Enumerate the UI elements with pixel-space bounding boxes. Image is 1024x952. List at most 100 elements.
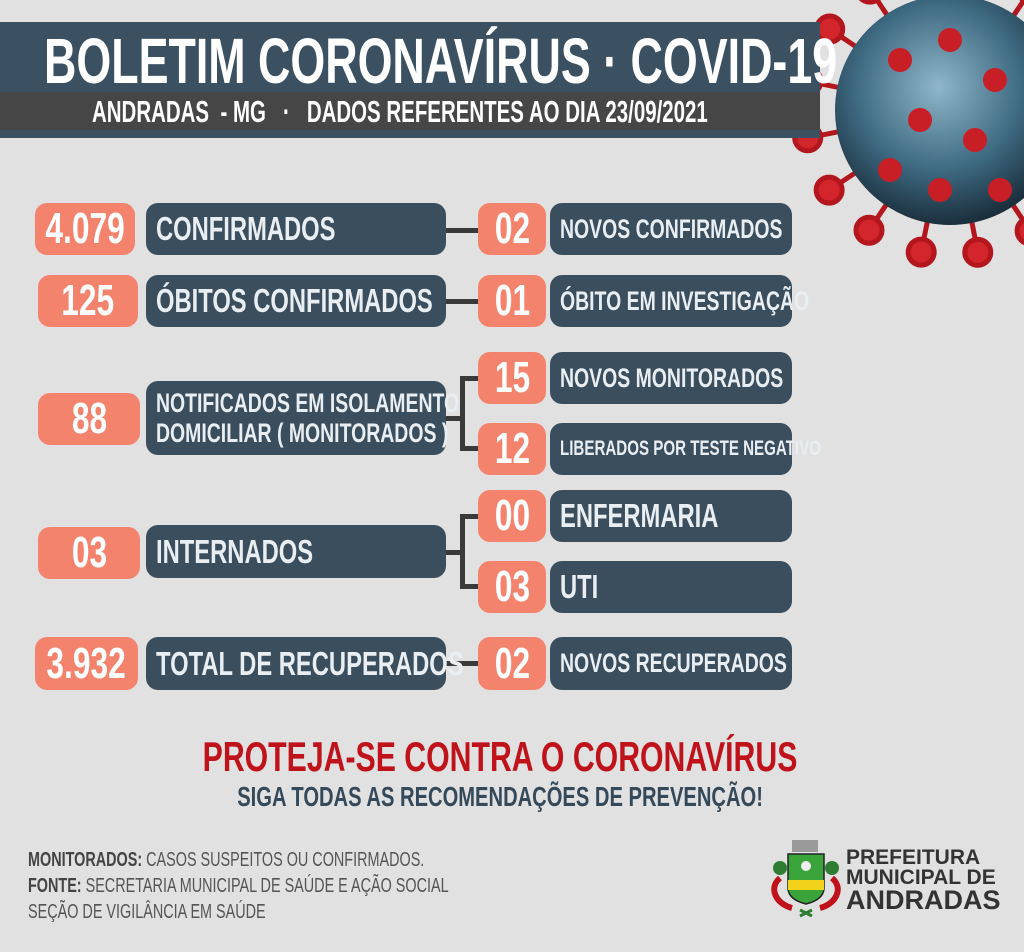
value: 125 [61,276,115,325]
value: 00 [494,491,530,540]
virus-surface-spike [963,128,987,152]
monitored-total: 88 [38,393,140,445]
footer-secao: SEÇÃO DE VIGILÂNCIA EM SAÚDE [28,900,358,924]
virus-surface-spike [938,28,962,52]
virus-surface-spike [983,68,1007,92]
hospitalized-total: 03 [38,527,140,579]
logo-line: ANDRADAS [846,885,1001,915]
footer-label: FONTE: [28,875,82,897]
connector [440,661,482,666]
label: NOVOS CONFIRMADOS [560,213,783,244]
label-line: DOMICILIAR ( MONITORADOS ) [156,418,449,448]
value: 03 [494,562,530,611]
subtitle-text: ANDRADAS - MG · DADOS REFERENTES AO DIA … [92,94,708,129]
label: UTI [560,568,599,605]
subline-text: SIGA TODAS AS RECOMENDAÇÕES DE PREVENÇÃO… [237,781,763,812]
value: 88 [71,394,107,443]
headline-text: PROTEJA-SE CONTRA O CORONAVÍRUS [202,733,798,780]
label: INTERNADOS [156,532,314,570]
connector [440,550,464,555]
label: NOVOS MONITORADOS [560,362,784,393]
connector [460,516,465,588]
monitored-label: NOTIFICADOS EM ISOLAMENTO DOMICILIAR ( M… [146,381,459,455]
new-confirmed-label: NOVOS CONFIRMADOS [550,203,792,255]
page-subtitle: ANDRADAS - MG · DADOS REFERENTES AO DIA … [92,95,1024,129]
new-monitored-label: NOVOS MONITORADOS [550,352,792,404]
label: ÓBITO EM INVESTIGAÇÃO [560,285,810,316]
virus-spike-tip [853,214,885,246]
virus-surface-spike [988,178,1012,202]
new-recovered-label: NOVOS RECUPERADOS [550,637,792,690]
page-title: BOLETIM CORONAVÍRUS · COVID-19 [44,26,1024,96]
new-confirmed-value: 02 [478,203,546,255]
value: 01 [494,276,530,325]
virus-spike-tip [858,0,881,5]
label: ENFERMARIA [560,497,719,534]
footer-label: MONITORADOS: [28,849,143,871]
slogan-subline: SIGA TODAS AS RECOMENDAÇÕES DE PREVENÇÃO… [0,782,1000,812]
coat-of-arms-icon [771,840,841,918]
virus-surface-spike [908,108,932,132]
footer-fonte: FONTE: SECRETARIA MUNICIPAL DE SAÚDE E A… [28,874,612,898]
virus-spike-tip [1014,216,1024,246]
virus-spike [1008,200,1024,227]
ward-label: ENFERMARIA [550,490,792,542]
recovered-label: TOTAL DE RECUPERADOS [146,637,464,690]
label: CONFIRMADOS [156,210,336,247]
virus-spike [1009,0,1024,21]
virus-spike-tip [962,236,994,268]
virus-spike [874,0,892,20]
label: LIBERADOS POR TESTE NEGATIVO [560,437,821,460]
new-recovered-value: 02 [478,637,546,690]
connector [460,378,465,450]
virus-surface-spike [928,178,952,202]
value: 15 [494,353,530,402]
slogan-headline: PROTEJA-SE CONTRA O CORONAVÍRUS [0,734,1000,780]
virus-surface-spike [878,158,902,182]
connector [440,228,482,233]
label: TOTAL DE RECUPERADOS [156,644,464,682]
footer-text: SECRETARIA MUNICIPAL DE SAÚDE E AÇÃO SOC… [81,875,449,897]
virus-spike-tip [813,174,845,206]
value: 4.079 [45,204,125,253]
value: 02 [494,638,530,688]
prefeitura-logo-text: PREFEITURA MUNICIPAL DE ANDRADAS [846,846,1001,915]
connector [460,514,482,519]
deaths-investigation-value: 01 [478,275,546,327]
logo-line: PREFEITURA [846,846,981,869]
footer-monitorados: MONITORADOS: CASOS SUSPEITOS OU CONFIRMA… [28,848,578,872]
confirmed-label: CONFIRMADOS [146,203,446,255]
icu-value: 03 [478,561,546,613]
value: 3.932 [46,638,127,688]
connector [460,446,482,451]
logo-line: MUNICIPAL DE [846,866,996,889]
label: ÓBITOS CONFIRMADOS [156,282,433,319]
label-line: NOTIFICADOS EM ISOLAMENTO [156,388,460,418]
recovered-total: 3.932 [35,637,138,690]
deaths-label: ÓBITOS CONFIRMADOS [146,275,446,327]
new-monitored-value: 15 [478,352,546,404]
released-value: 12 [478,423,546,475]
virus-spike-tip [905,236,937,268]
deaths-investigation-label: ÓBITO EM INVESTIGAÇÃO [550,275,809,327]
connector [440,416,464,421]
value: 03 [71,528,107,577]
deaths-total: 125 [38,275,138,327]
value: 12 [494,424,530,473]
connector [460,376,482,381]
label: NOVOS RECUPERADOS [560,648,787,678]
connector [460,584,482,589]
connector [440,299,482,304]
hospitalized-label: INTERNADOS [146,525,446,578]
subheader-band [0,92,820,130]
title-text: BOLETIM CORONAVÍRUS · COVID-19 [44,25,838,97]
value: 02 [494,204,530,253]
footer-text: CASOS SUSPEITOS OU CONFIRMADOS. [142,849,425,871]
virus-illustration [792,0,1024,268]
icu-label: UTI [550,561,792,613]
confirmed-total: 4.079 [35,203,135,255]
virus-surface-spike [888,48,912,72]
footer-text: SEÇÃO DE VIGILÂNCIA EM SAÚDE [28,901,266,923]
released-label: LIBERADOS POR TESTE NEGATIVO [550,423,821,475]
